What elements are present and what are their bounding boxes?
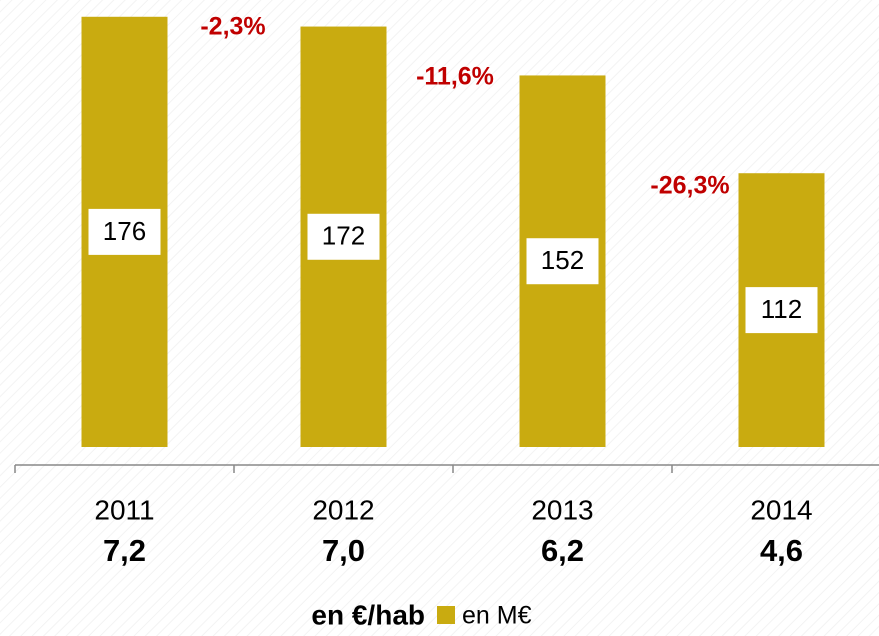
value-label-box: [745, 287, 818, 334]
change-annotation: -26,3%: [650, 172, 729, 200]
value-label: 176: [103, 216, 146, 246]
value-label-box: [526, 238, 599, 285]
value-label-box: [307, 213, 380, 260]
change-annotation: -11,6%: [416, 63, 494, 91]
legend-label: en M€: [462, 602, 532, 630]
sub-value-label: 7,0: [322, 533, 365, 568]
sub-value-label: 6,2: [541, 533, 584, 568]
change-annotation: -2,3%: [200, 13, 265, 41]
sub-value-label: 4,6: [760, 533, 803, 568]
value-label: 172: [322, 221, 365, 251]
value-label-box: [88, 208, 161, 255]
value-label: 152: [541, 245, 584, 275]
x-tick-label: 2013: [531, 494, 593, 525]
legend-title: en €/hab: [311, 599, 425, 630]
legend-swatch: [437, 606, 455, 624]
x-tick-label: 2011: [94, 494, 154, 525]
x-tick-label: 2014: [750, 494, 812, 525]
value-label: 112: [761, 294, 802, 324]
sub-value-label: 7,2: [103, 533, 146, 568]
x-tick-label: 2012: [312, 494, 374, 525]
